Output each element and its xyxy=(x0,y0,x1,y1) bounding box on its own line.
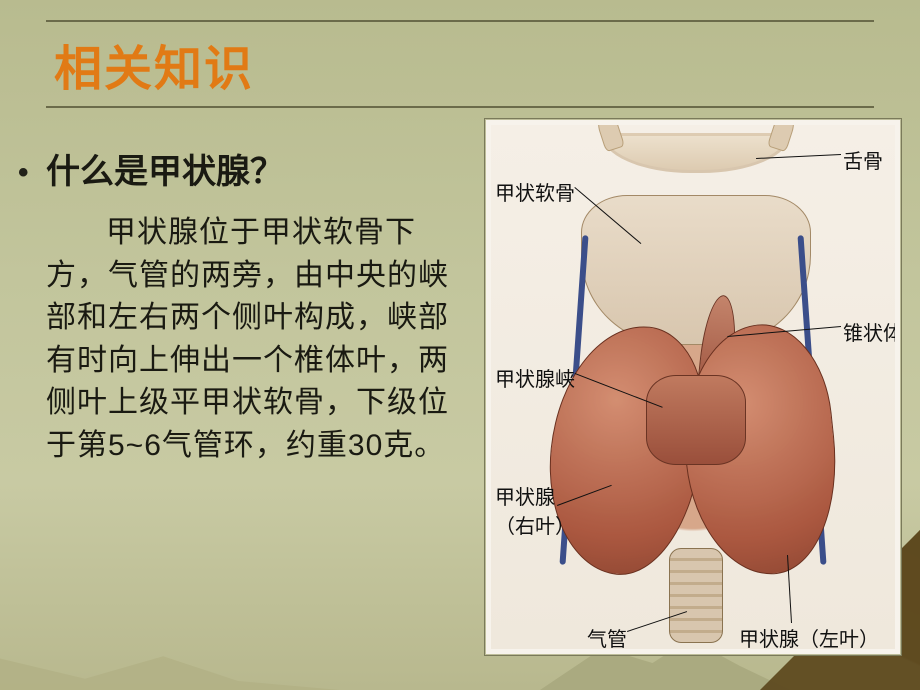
bullet-glyph: • xyxy=(18,156,29,190)
anatomy-figure-canvas: 舌骨甲状软骨锥状体甲状腺峡甲状腺 （右叶） 气管 甲状腺（左叶） xyxy=(491,125,895,649)
figure-label-isthmus: 甲状腺峡 xyxy=(495,363,575,392)
shape-isthmus xyxy=(646,375,746,465)
figure-label-right_lobe: 甲状腺 （右叶） xyxy=(495,481,575,539)
shape-hyoid-bone xyxy=(601,133,791,173)
shape-trachea xyxy=(669,548,723,643)
anatomy-figure: 舌骨甲状软骨锥状体甲状腺峡甲状腺 （右叶） 气管 甲状腺（左叶） xyxy=(484,118,902,656)
slide-title: 相关知识 xyxy=(54,29,254,99)
shape-thyroid-cartilage xyxy=(581,195,811,345)
figure-label-left_lobe: 甲状腺（左叶） xyxy=(739,623,879,649)
slide-subheading: 什么是甲状腺？ xyxy=(46,144,284,193)
figure-label-pyramidal_lobe: 锥状体 xyxy=(843,317,895,346)
title-band: 相关知识 xyxy=(46,20,874,108)
slide-body-text: 甲状腺位于甲状软骨下方，气管的两旁，由中央的峡部和左右两个侧叶构成，峡部有时向上… xyxy=(46,212,456,468)
figure-label-trachea: 气管 xyxy=(587,623,627,649)
figure-label-hyoid: 舌骨 xyxy=(843,145,883,174)
figure-label-thyroid_cartilage: 甲状软骨 xyxy=(495,177,575,206)
